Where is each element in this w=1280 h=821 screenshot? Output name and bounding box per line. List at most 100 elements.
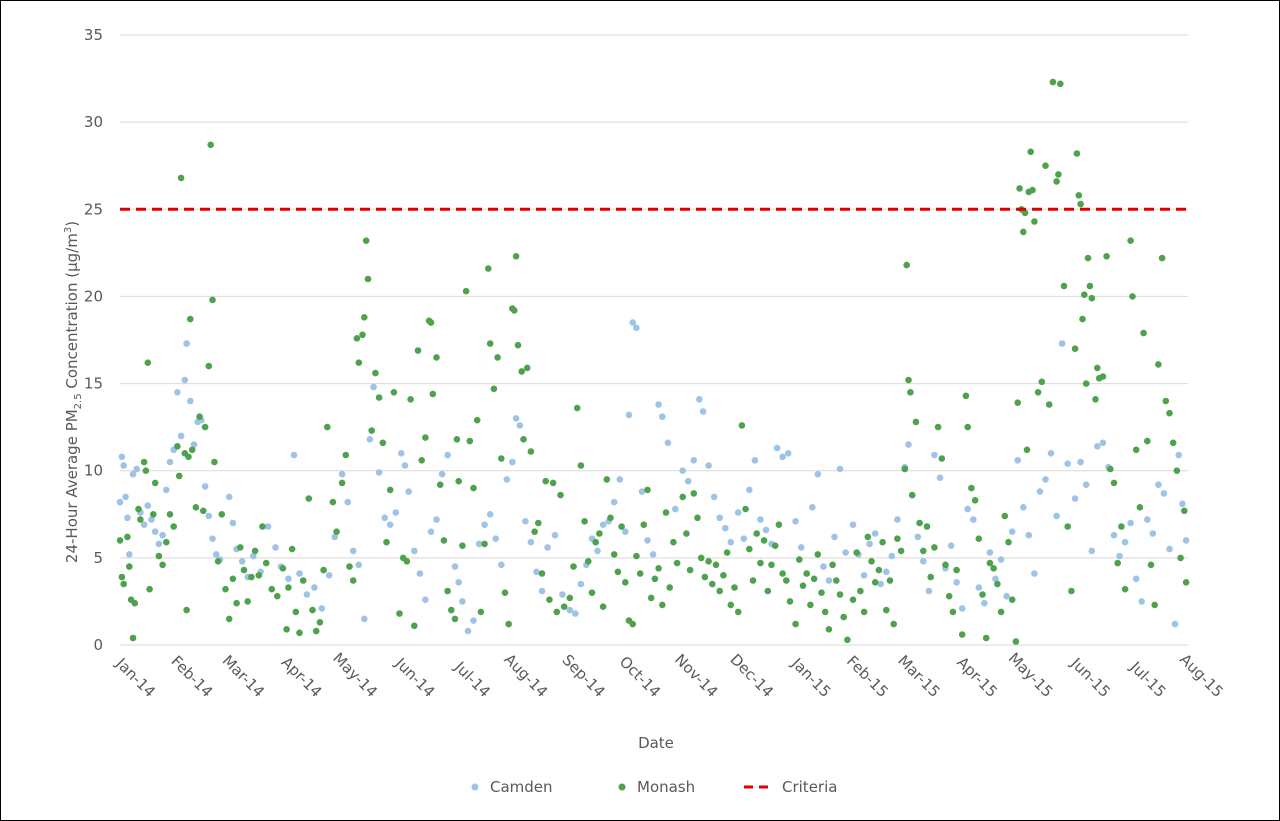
monash-point-311 — [1173, 467, 1181, 475]
monash-point-49 — [259, 523, 266, 530]
monash-point-53 — [279, 565, 287, 572]
monash-point-265 — [1029, 186, 1036, 194]
monash-point-148 — [614, 568, 622, 576]
monash-point-41 — [229, 575, 237, 583]
monash-point-244 — [968, 484, 975, 492]
camden-point-196 — [1149, 530, 1157, 537]
monash-point-20 — [170, 523, 177, 530]
y-tick-label-10: 10 — [84, 462, 103, 480]
camden-point-108 — [655, 401, 662, 408]
monash-point-28 — [188, 446, 196, 454]
camden-point-49 — [338, 470, 346, 478]
y-axis-label: 24-Hour Average PM2.5 Concentration (µg/… — [63, 221, 84, 563]
camden-point-91 — [566, 606, 574, 614]
y-axis-label-sup: 3 — [63, 227, 74, 233]
camden-point-148 — [883, 568, 890, 576]
camden-point-186 — [1094, 443, 1101, 450]
monash-point-82 — [383, 538, 390, 546]
monash-point-232 — [923, 523, 931, 530]
monash-point-40 — [225, 615, 233, 623]
camden-point-107 — [649, 551, 657, 558]
x-tick-label-nov-14: Nov-14 — [671, 650, 721, 700]
monash-point-180 — [734, 608, 742, 616]
camden-point-14 — [159, 531, 166, 539]
camden-point-166 — [981, 599, 988, 607]
monash-point-81 — [379, 439, 387, 447]
monash-point-105 — [462, 287, 470, 295]
monash-point-11 — [142, 467, 150, 475]
camden-point-125 — [751, 457, 759, 464]
monash-point-193 — [783, 577, 790, 584]
monash-point-199 — [807, 601, 814, 609]
monash-point-260 — [1020, 228, 1027, 236]
monash-point-227 — [907, 389, 914, 396]
camden-point-127 — [762, 526, 770, 534]
camden-point-152 — [905, 441, 912, 448]
monash-point-267 — [1034, 389, 1042, 396]
monash-point-146 — [607, 514, 614, 522]
camden-point-55 — [370, 383, 377, 391]
monash-point-73 — [355, 359, 363, 367]
monash-point-22 — [175, 472, 183, 480]
monash-point-34 — [207, 141, 214, 149]
monash-point-83 — [386, 486, 394, 494]
camden-point-63 — [411, 547, 418, 555]
monash-point-242 — [962, 392, 970, 400]
camden-point-56 — [375, 469, 383, 476]
monash-point-36 — [211, 458, 218, 466]
monash-point-304 — [1147, 561, 1155, 569]
monash-point-256 — [1012, 638, 1020, 645]
monash-point-231 — [920, 547, 927, 555]
monash-point-66 — [329, 498, 337, 506]
camden-point-41 — [285, 575, 292, 583]
monash-point-167 — [686, 566, 694, 574]
monash-point-59 — [299, 577, 307, 584]
camden-point-190 — [1116, 552, 1123, 560]
camden-point-176 — [1036, 488, 1044, 495]
camden-point-193 — [1132, 575, 1140, 583]
camden-point-67 — [433, 516, 440, 523]
camden-point-124 — [746, 486, 753, 494]
monash-point-247 — [979, 591, 986, 598]
camden-point-146 — [871, 530, 879, 537]
camden-point-51 — [349, 547, 357, 555]
monash-point-112 — [486, 340, 494, 347]
camden-point-74 — [470, 617, 477, 624]
monash-point-286 — [1086, 282, 1094, 290]
monash-point-154 — [636, 570, 644, 577]
legend-label-monash: Monash — [637, 778, 695, 796]
camden-point-133 — [797, 544, 805, 551]
monash-point-4 — [126, 563, 133, 570]
x-tick-label-feb-14: Feb-14 — [167, 652, 216, 701]
monash-point-289 — [1094, 364, 1101, 372]
camden-point-83 — [516, 422, 524, 429]
monash-point-287 — [1088, 294, 1096, 302]
camden-point-150 — [894, 516, 901, 523]
monash-point-125 — [527, 448, 535, 455]
monash-point-234 — [931, 544, 938, 551]
monash-point-297 — [1121, 585, 1129, 593]
x-tick-label-aug-14: Aug-14 — [501, 650, 552, 701]
monash-point-91 — [418, 457, 426, 464]
monash-point-271 — [1049, 78, 1057, 86]
camden-point-39 — [272, 544, 279, 551]
monash-point-162 — [666, 584, 673, 591]
monash-point-147 — [610, 551, 618, 558]
monash-point-114 — [494, 354, 501, 361]
camden-point-65 — [422, 596, 429, 603]
monash-point-301 — [1136, 504, 1144, 511]
monash-point-293 — [1107, 465, 1114, 473]
monash-point-261 — [1021, 209, 1029, 217]
monash-point-182 — [742, 505, 749, 513]
monash-point-228 — [908, 491, 916, 499]
monash-point-45 — [244, 598, 251, 605]
camden-point-157 — [931, 451, 938, 459]
monash-point-213 — [860, 608, 868, 616]
x-tick-label-mar-14: Mar-14 — [219, 652, 268, 701]
monash-point-71 — [349, 577, 357, 584]
monash-point-133 — [557, 491, 564, 499]
monash-point-277 — [1068, 587, 1075, 595]
camden-point-136 — [814, 470, 822, 478]
camden-point-10 — [144, 502, 152, 509]
monash-point-313 — [1181, 507, 1188, 515]
